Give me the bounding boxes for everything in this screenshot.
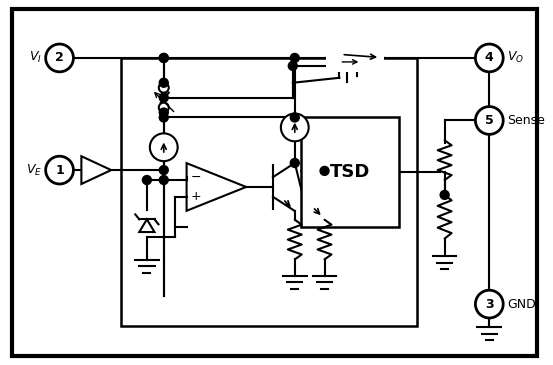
Text: TSD: TSD — [330, 163, 370, 181]
Circle shape — [290, 113, 299, 122]
Circle shape — [159, 78, 168, 87]
Circle shape — [159, 54, 168, 62]
Text: 3: 3 — [485, 297, 494, 311]
Circle shape — [159, 83, 169, 93]
Circle shape — [476, 290, 503, 318]
Circle shape — [476, 107, 503, 134]
Circle shape — [150, 133, 178, 161]
Text: 1: 1 — [55, 164, 64, 177]
Circle shape — [159, 166, 168, 174]
Circle shape — [281, 114, 309, 141]
Circle shape — [320, 166, 329, 175]
Text: +: + — [190, 191, 201, 203]
FancyBboxPatch shape — [301, 118, 399, 227]
Circle shape — [46, 44, 74, 72]
Circle shape — [159, 54, 168, 62]
Text: GND: GND — [507, 297, 536, 311]
Text: −: − — [190, 170, 201, 184]
Text: 4: 4 — [485, 51, 494, 65]
Circle shape — [46, 156, 74, 184]
Text: 5: 5 — [485, 114, 494, 127]
FancyBboxPatch shape — [12, 9, 537, 356]
Circle shape — [159, 108, 168, 117]
Circle shape — [290, 158, 299, 168]
Circle shape — [159, 103, 169, 112]
Circle shape — [440, 191, 449, 199]
Circle shape — [143, 176, 152, 184]
Text: Sense: Sense — [507, 114, 545, 127]
Text: 2: 2 — [55, 51, 64, 65]
Circle shape — [159, 93, 168, 102]
Text: $V_O$: $V_O$ — [507, 50, 524, 65]
Circle shape — [476, 44, 503, 72]
Circle shape — [159, 176, 168, 184]
FancyBboxPatch shape — [121, 58, 417, 326]
Text: $V_E$: $V_E$ — [25, 162, 41, 178]
Circle shape — [290, 54, 299, 62]
Circle shape — [288, 61, 298, 70]
FancyBboxPatch shape — [326, 44, 384, 72]
Text: $V_I$: $V_I$ — [29, 50, 41, 65]
Circle shape — [159, 113, 168, 122]
